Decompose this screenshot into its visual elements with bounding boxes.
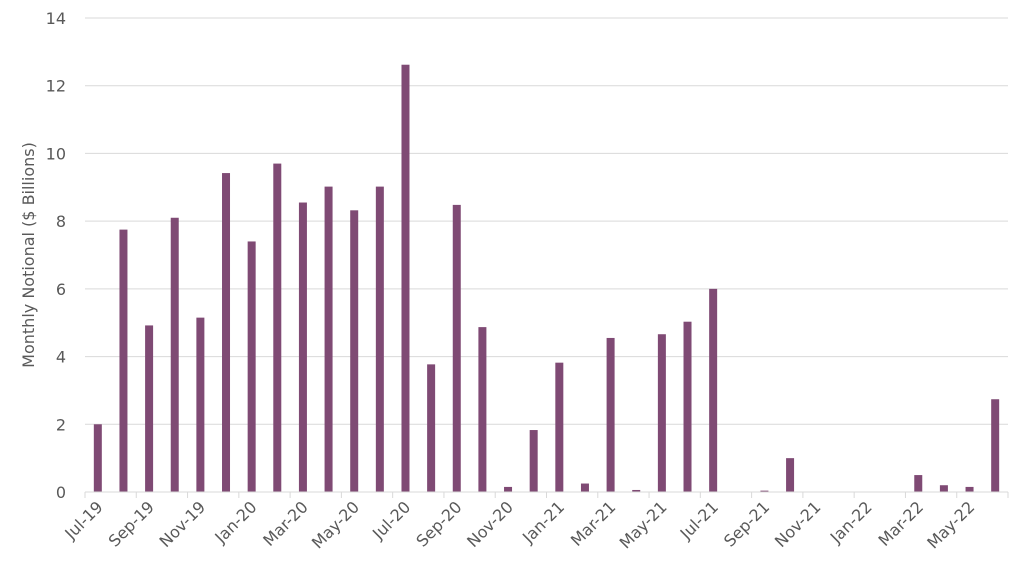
y-tick-label: 6: [56, 280, 66, 299]
x-tick-label: Mar-21: [567, 497, 620, 550]
bar-may-20: [350, 210, 359, 492]
x-tick-label: May-22: [923, 497, 978, 552]
x-tick-label: Sep-19: [105, 497, 158, 550]
bar-sep-19: [145, 325, 154, 492]
y-tick-label: 0: [56, 483, 66, 502]
bar-jan-20: [247, 241, 256, 492]
bar-oct-19: [170, 217, 179, 492]
y-axis-ticks: 0 2 4 6 8 10 12 14: [46, 9, 66, 502]
bar-jun-22: [991, 399, 1000, 492]
x-tick-label: Mar-20: [259, 497, 312, 550]
y-tick-label: 10: [46, 144, 66, 163]
x-tick-label: Mar-22: [875, 497, 928, 550]
y-tick-label: 12: [46, 77, 66, 96]
bar-jul-20: [401, 64, 410, 493]
bar-jun-21: [683, 321, 692, 492]
x-tick-label: May-21: [616, 497, 671, 552]
x-tick-label: Jan-21: [518, 497, 568, 547]
y-tick-label: 4: [56, 348, 66, 367]
x-tick-label: Nov-21: [771, 497, 825, 551]
bar-dec-20: [529, 430, 538, 492]
gridlines: [85, 17, 1008, 425]
x-tick-label: Jan-22: [826, 497, 876, 547]
bars: [93, 64, 1000, 493]
bar-jul-21: [709, 288, 718, 492]
x-tick-label: Jul-20: [368, 497, 414, 543]
bar-apr-22: [939, 485, 948, 492]
x-tick-label: Sep-21: [720, 497, 773, 550]
x-tick-label: Jul-21: [676, 497, 722, 543]
bar-feb-20: [273, 163, 282, 493]
bar-oct-20: [478, 327, 487, 492]
bar-jul-19: [93, 424, 102, 492]
x-tick-label: Nov-20: [463, 497, 517, 551]
bar-mar-22: [914, 475, 923, 492]
bar-oct-21: [786, 458, 795, 492]
x-tick-label: Jul-19: [60, 497, 106, 543]
bar-nov-20: [504, 486, 513, 492]
bar-jun-20: [375, 186, 384, 492]
y-tick-label: 14: [46, 9, 66, 28]
bar-mar-20: [298, 202, 307, 492]
bar-mar-21: [606, 337, 615, 492]
bar-may-21: [657, 334, 666, 492]
x-tick-label: Nov-19: [156, 497, 210, 551]
bar-feb-21: [580, 483, 589, 492]
bar-apr-21: [632, 489, 641, 492]
y-tick-label: 8: [56, 212, 66, 231]
bar-sep-20: [452, 204, 461, 493]
x-tick-label: Sep-20: [412, 497, 465, 550]
bar-dec-19: [222, 173, 231, 492]
x-tick-label: May-20: [308, 497, 363, 552]
bar-may-22: [965, 486, 974, 492]
bar-aug-19: [119, 229, 128, 492]
bar-sep-21: [760, 490, 769, 492]
bar-jan-21: [555, 362, 564, 492]
bar-nov-19: [196, 317, 205, 492]
x-tick-label: Jan-20: [210, 497, 260, 547]
bar-apr-20: [324, 186, 333, 492]
bar-aug-20: [427, 364, 436, 492]
y-axis-title: Monthly Notional ($ Billions): [19, 142, 38, 368]
y-tick-label: 2: [56, 415, 66, 434]
